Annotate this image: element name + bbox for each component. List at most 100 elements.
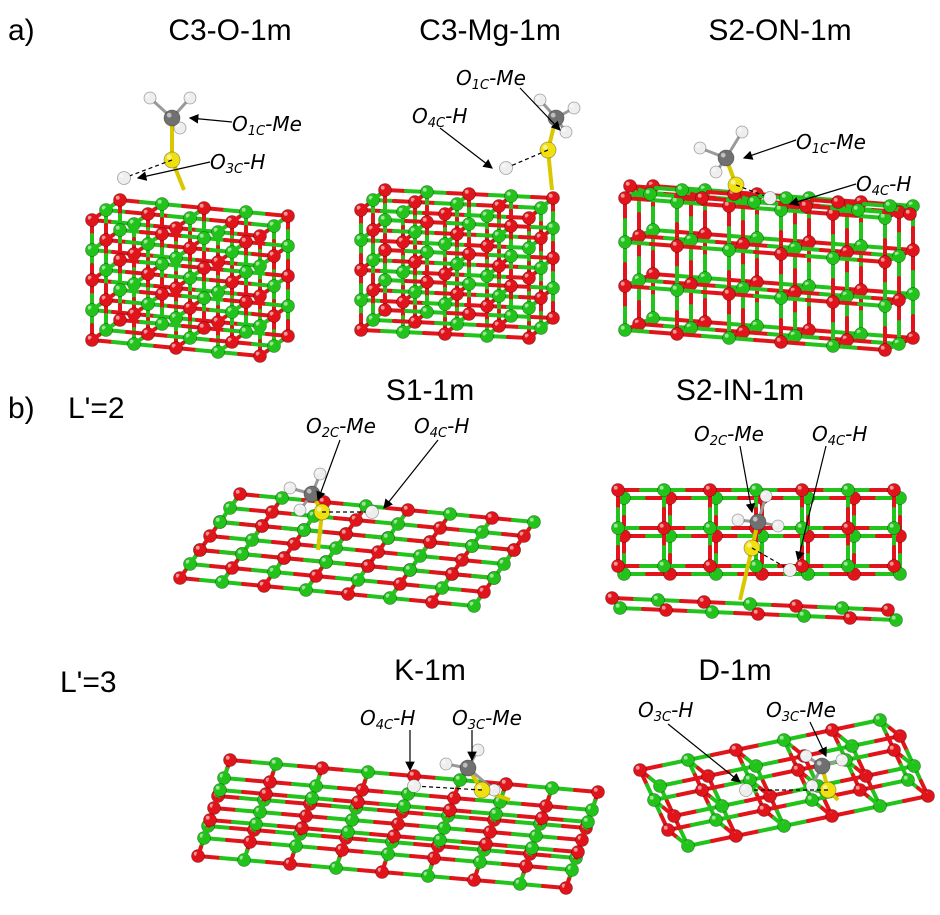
oxygen-atom [113,313,127,327]
magnesium-atom [403,563,417,577]
hydrogen-atom [771,519,785,533]
molecule-c3-o [117,91,197,191]
oxygen-atom [774,335,788,349]
hydrogen-atom [499,161,513,175]
oxygen-atom [378,183,392,197]
oxygen-atom [197,321,211,335]
oxygen-atom [259,787,273,801]
magnesium-atom [281,299,295,313]
oxygen-atom [223,753,237,767]
oxygen-atom [659,603,673,617]
molecule-k [407,743,511,802]
lattice-c3-mg [354,183,560,345]
hydrogen-atom [693,141,707,155]
magnesium-atom [613,601,627,615]
magnesium-atom [618,323,632,337]
magnesium-atom [889,613,903,627]
magnesium-atom [319,555,333,569]
oxygen-atom [504,279,518,293]
oxygen-atom [239,235,253,249]
magnesium-atom [239,325,253,339]
oxygen-atom [878,343,892,357]
oxygen-atom [281,269,295,283]
magnesium-atom [420,305,434,319]
molecule-s2-in [731,489,797,601]
magnesium-atom [341,825,355,839]
magnesium-atom [841,559,855,573]
magnesium-atom [657,483,671,497]
magnesium-atom [675,183,689,197]
panel-title-k: K-1m [394,654,466,687]
magnesium-atom [235,547,249,561]
oxygen-atom [670,327,684,341]
annotation-s1-h: O4C-H [414,414,470,441]
magnesium-atom [381,531,395,545]
hydrogen-atom [183,91,197,105]
magnesium-atom [249,817,263,831]
magnesium-atom [465,539,479,553]
carbon-atom [813,757,831,775]
magnesium-atom [420,245,434,259]
hydrogen-atom [365,505,379,519]
row-label-l3: L'=3 [60,666,117,699]
pointer-arrow [795,445,827,562]
hydrogen-atom [143,91,157,105]
oxygen-atom [591,785,605,799]
hydrogen-atom [293,503,307,517]
oxygen-atom [903,207,917,221]
annotation-s2on-me: O1C-Me [796,130,866,157]
hydrogen-atom [739,783,753,797]
panel-title-d: D-1m [698,654,772,687]
oxygen-atom [799,199,813,213]
oxygen-atom [315,761,329,775]
magnesium-atom [281,239,295,253]
carbon-atom [749,513,767,531]
oxygen-atom [479,837,493,851]
oxygen-atom [757,803,771,817]
magnesium-atom [851,203,865,217]
oxygen-atom [420,215,434,229]
magnesium-atom [378,273,392,287]
magnesium-atom [749,559,763,573]
magnesium-atom [841,483,855,497]
oxygen-atom [695,191,709,205]
oxygen-atom [633,763,647,777]
magnesium-atom [873,713,887,727]
magnesium-atom [705,605,719,619]
oxygen-atom [841,521,855,535]
annotation-c3mg-me: O1C-Me [456,66,526,93]
oxygen-atom [611,483,625,497]
magnesium-atom [462,277,476,291]
oxygen-atom [729,743,743,757]
magnesium-atom [239,265,253,279]
oxygen-atom [795,483,809,497]
molecule-s2-on [693,125,777,205]
oxygen-atom [239,295,253,309]
oxygen-atom [546,191,560,205]
oxygen-atom [277,551,291,565]
oxygen-atom [791,763,805,777]
magnesium-atom [722,331,736,345]
oxygen-atom [703,483,717,497]
carbon-atom [163,109,181,127]
oxygen-atom [618,279,632,293]
magnesium-atom [774,291,788,305]
annotation-s2on-h: O4C-H [856,172,912,199]
oxygen-atom [722,287,736,301]
hydrogen-atom [567,101,581,115]
oxygen-atom [197,201,211,215]
oxygen-atom [443,803,457,817]
magnesium-atom [887,521,901,535]
annotation-c3o-h: O3C-H [210,150,266,177]
hydrogen-atom [407,779,421,793]
magnesium-atom [275,491,289,505]
magnesium-atom [703,521,717,535]
magnesium-atom [504,249,518,263]
magnesium-atom [361,765,375,779]
magnesium-atom [709,813,723,827]
hydrogen-atom [763,191,777,205]
oxygen-atom [462,307,476,321]
hydrogen-atom [783,563,797,577]
oxygen-atom [535,811,549,825]
